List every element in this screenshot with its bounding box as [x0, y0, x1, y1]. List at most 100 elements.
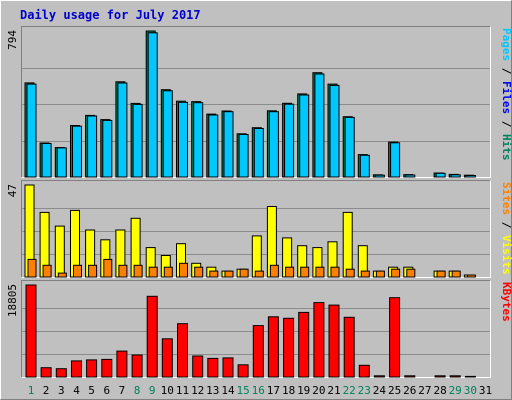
bar-files-day-19	[299, 94, 310, 178]
ymax-label: 47	[6, 184, 19, 197]
bar-kbytes-day-28	[434, 375, 446, 378]
x-tick-label: 25	[388, 384, 401, 397]
bar-visits-day-3	[54, 225, 65, 278]
bar-files-day-24	[374, 174, 385, 178]
bar-files-day-17	[268, 111, 279, 178]
bar-sites-day-10	[163, 266, 173, 278]
bar-sites-day-25	[391, 268, 401, 278]
x-tick-label: 26	[403, 384, 416, 397]
bar-kbytes-day-18	[283, 317, 295, 378]
x-tick-label: 12	[191, 384, 204, 397]
bar-files-day-28	[435, 172, 446, 178]
bar-files-day-22	[344, 116, 355, 178]
bar-sites-day-19	[300, 266, 310, 278]
legend-part: Sites	[500, 182, 512, 215]
x-tick-label: 11	[176, 384, 189, 397]
bar-files-day-7	[117, 82, 128, 178]
bar-files-day-21	[329, 84, 340, 178]
x-tick-label: 20	[312, 384, 325, 397]
x-tick-label: 28	[433, 384, 446, 397]
bar-sites-day-5	[88, 264, 98, 278]
bar-files-day-10	[162, 90, 173, 178]
bar-sites-day-20	[315, 266, 325, 278]
bar-kbytes-day-25	[389, 297, 401, 378]
bar-files-day-18	[284, 103, 295, 178]
bar-files-day-2	[41, 143, 52, 178]
legend-part: Visits	[500, 235, 512, 275]
x-tick-label: 18	[282, 384, 295, 397]
bar-files-day-14	[223, 111, 234, 178]
bar-kbytes-day-17	[267, 316, 279, 378]
bar-sites-day-26	[406, 268, 416, 278]
bar-files-day-30	[465, 175, 476, 178]
bar-kbytes-day-9	[146, 295, 158, 378]
bar-sites-day-15	[239, 268, 249, 278]
bar-sites-day-7	[118, 264, 128, 278]
legend-part: /	[500, 61, 512, 81]
bar-kbytes-day-21	[328, 304, 340, 378]
bar-kbytes-day-22	[343, 316, 355, 378]
bar-files-day-13	[208, 114, 219, 178]
bar-sites-day-13	[209, 270, 219, 278]
bar-sites-day-14	[224, 270, 234, 278]
bar-sites-day-4	[73, 264, 82, 278]
legend-part: Hits	[500, 134, 512, 161]
legend-part: KBytes	[500, 282, 512, 322]
bar-sites-day-29	[451, 270, 461, 278]
x-tick-label: 5	[88, 384, 95, 397]
x-tick-label: 24	[373, 384, 387, 397]
bar-files-day-16	[253, 128, 264, 178]
bar-files-day-5	[87, 115, 98, 178]
x-tick-label: 13	[206, 384, 219, 397]
bar-sites-day-11	[179, 262, 188, 278]
legend-part: Files	[500, 81, 512, 114]
legend-part: Pages	[500, 28, 512, 61]
bar-kbytes-day-15	[237, 364, 249, 378]
x-tick-label: 6	[103, 384, 110, 397]
x-tick-label: 30	[464, 384, 477, 397]
bar-kbytes-day-30	[464, 375, 476, 378]
x-tick-label: 4	[73, 384, 80, 397]
bar-sites-day-28	[436, 270, 446, 278]
bar-files-day-4	[72, 125, 82, 178]
x-tick-label: 8	[134, 384, 141, 397]
legend-label: Pages / Files / Hits	[500, 28, 512, 161]
legend-label: KBytes	[500, 282, 512, 322]
bar-kbytes-day-29	[449, 375, 461, 378]
bar-sites-day-22	[345, 268, 355, 278]
x-tick-label: 15	[236, 384, 249, 397]
x-tick-label: 16	[252, 384, 265, 397]
bar-kbytes-day-13	[207, 357, 219, 378]
x-tick-label: 3	[58, 384, 65, 397]
x-tick-label: 31	[479, 384, 492, 397]
bar-files-day-20	[314, 73, 325, 178]
bar-files-day-12	[193, 102, 204, 178]
bar-files-day-25	[390, 142, 401, 178]
x-tick-label: 10	[161, 384, 174, 397]
x-tick-label: 9	[149, 384, 156, 397]
bar-kbytes-day-14	[222, 357, 234, 378]
bar-sites-day-18	[285, 266, 295, 278]
ymax-label: 18805	[6, 284, 19, 317]
legend-part: /	[500, 215, 512, 235]
bar-kbytes-day-4	[71, 360, 82, 378]
bar-sites-day-1	[27, 258, 37, 278]
plot-border-top	[21, 26, 491, 178]
ymax-label: 794	[6, 30, 19, 50]
x-tick-label: 22	[343, 384, 356, 397]
bar-kbytes-day-23	[358, 364, 370, 378]
bar-files-day-8	[132, 103, 143, 178]
x-tick-label: 29	[449, 384, 462, 397]
bar-kbytes-day-7	[116, 350, 128, 378]
bar-sites-day-21	[330, 266, 340, 278]
bar-kbytes-day-11	[177, 323, 188, 378]
legend-label: Sites / Visits	[500, 182, 512, 275]
bar-files-day-15	[238, 134, 249, 178]
chart-title: Daily usage for July 2017	[20, 8, 201, 22]
bar-sites-day-16	[254, 270, 264, 278]
plot-border-top	[21, 180, 491, 278]
bar-sites-day-3	[57, 272, 67, 278]
bar-kbytes-day-6	[101, 358, 113, 378]
bar-files-day-6	[102, 119, 113, 178]
